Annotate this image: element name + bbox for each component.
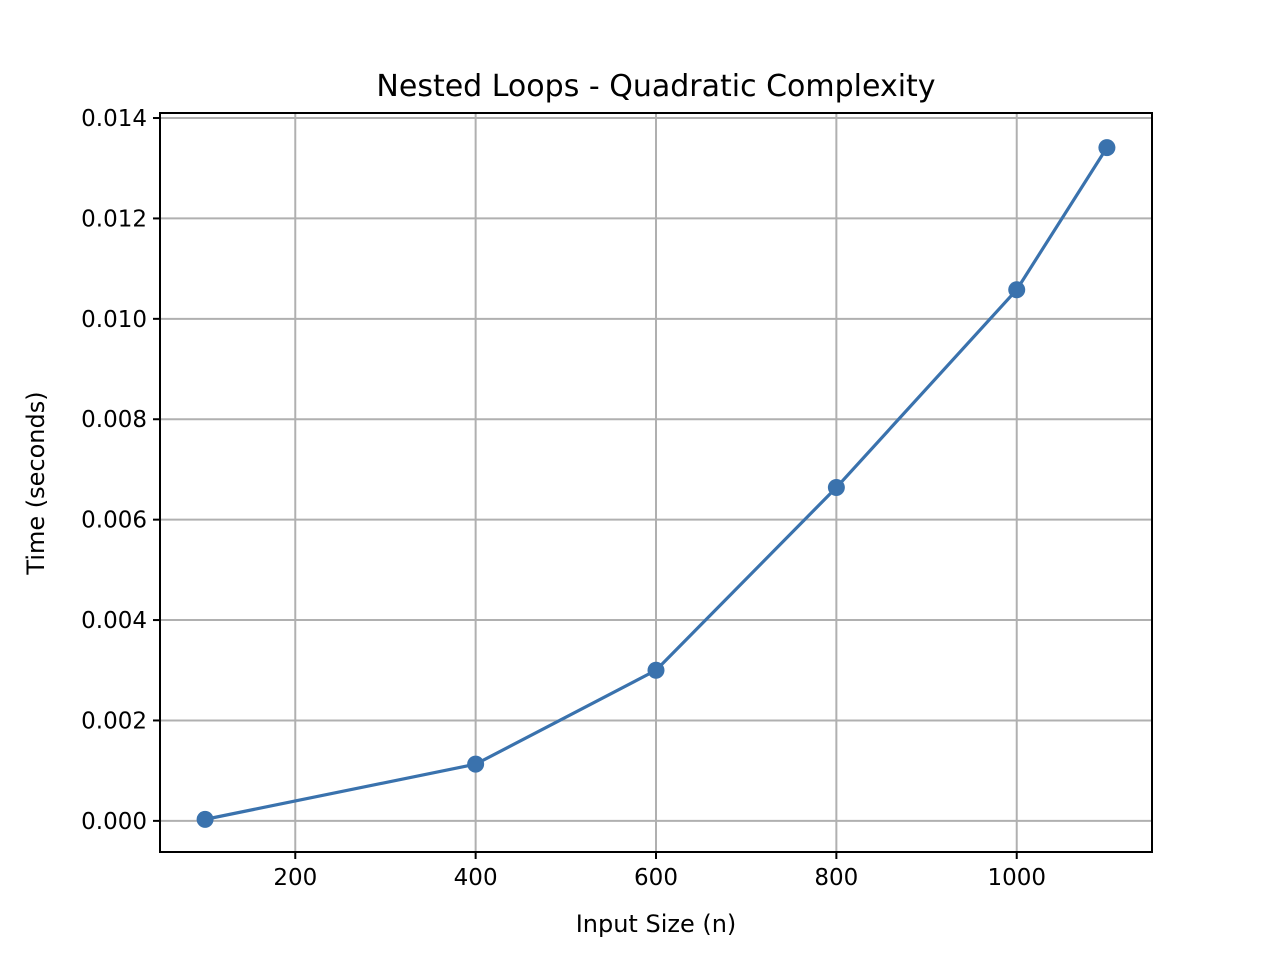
y-axis-label: Time (seconds) <box>22 391 50 575</box>
data-point <box>1098 139 1116 157</box>
y-tick-label: 0.010 <box>81 307 147 333</box>
x-tick-label: 1000 <box>987 865 1046 891</box>
y-tick-label: 0.000 <box>81 809 147 835</box>
y-tick-label: 0.012 <box>81 206 147 232</box>
data-point <box>827 479 845 497</box>
x-tick-label: 800 <box>814 865 858 891</box>
series-line <box>203 146 1109 821</box>
y-tick-label: 0.014 <box>81 106 147 132</box>
data-point <box>647 661 665 679</box>
ticks: 200 400 600 800 1000 0.000 0.002 0.004 0.006 0.00… <box>81 106 1046 891</box>
data-point <box>1008 281 1026 299</box>
grid-lines <box>160 113 1152 852</box>
y-tick-label: 0.002 <box>81 708 147 734</box>
x-axis-label: Input Size (n) <box>576 910 737 938</box>
data-point <box>196 810 214 828</box>
y-tick-label: 0.004 <box>81 608 147 634</box>
x-tick-label: 200 <box>273 865 317 891</box>
data-point <box>467 755 485 773</box>
x-tick-label: 400 <box>454 865 498 891</box>
chart-title: Nested Loops - Quadratic Complexity <box>376 69 935 104</box>
x-tick-label: 600 <box>634 865 678 891</box>
y-tick-label: 0.006 <box>81 508 147 534</box>
series-layer <box>196 139 1116 828</box>
y-tick-label: 0.008 <box>81 407 147 433</box>
